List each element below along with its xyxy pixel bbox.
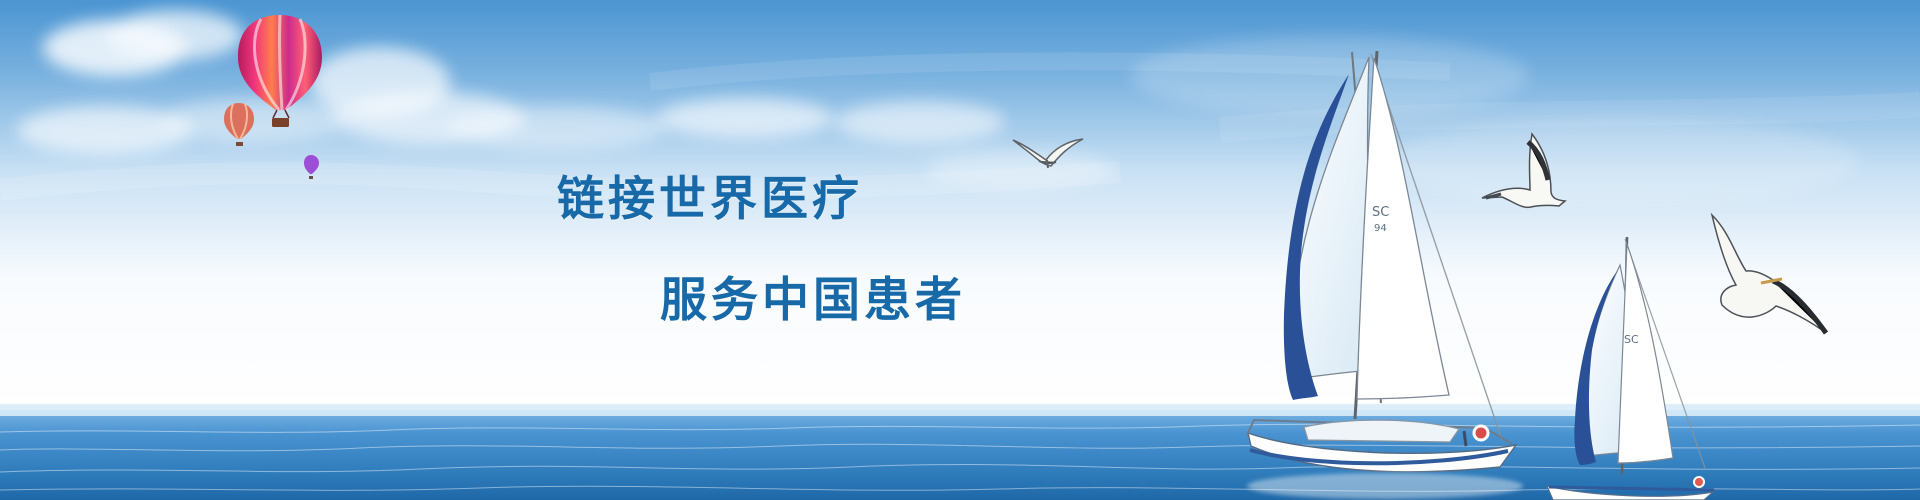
large-balloon	[238, 14, 322, 127]
horizon-haze	[0, 404, 1920, 416]
seagull-right	[1710, 212, 1829, 335]
seagull-right-top	[1481, 132, 1567, 209]
svg-text:SC: SC	[1372, 205, 1389, 220]
cloud-layer	[17, 10, 1860, 206]
seagull-center	[1012, 138, 1084, 169]
small-sailboat: SC	[1545, 236, 1715, 500]
svg-text:SC: SC	[1624, 333, 1639, 346]
hot-air-balloons	[224, 14, 322, 179]
large-sailboat: SC 94	[1246, 50, 1523, 499]
small-balloon	[224, 103, 254, 146]
headline-primary: 链接世界医疗	[557, 172, 863, 227]
ocean-texture	[0, 423, 1920, 492]
headline-secondary: 服务中国患者	[660, 273, 966, 328]
tiny-balloon	[304, 155, 319, 179]
thin-cloud-streaks	[0, 52, 1920, 201]
svg-text:94: 94	[1374, 223, 1387, 234]
